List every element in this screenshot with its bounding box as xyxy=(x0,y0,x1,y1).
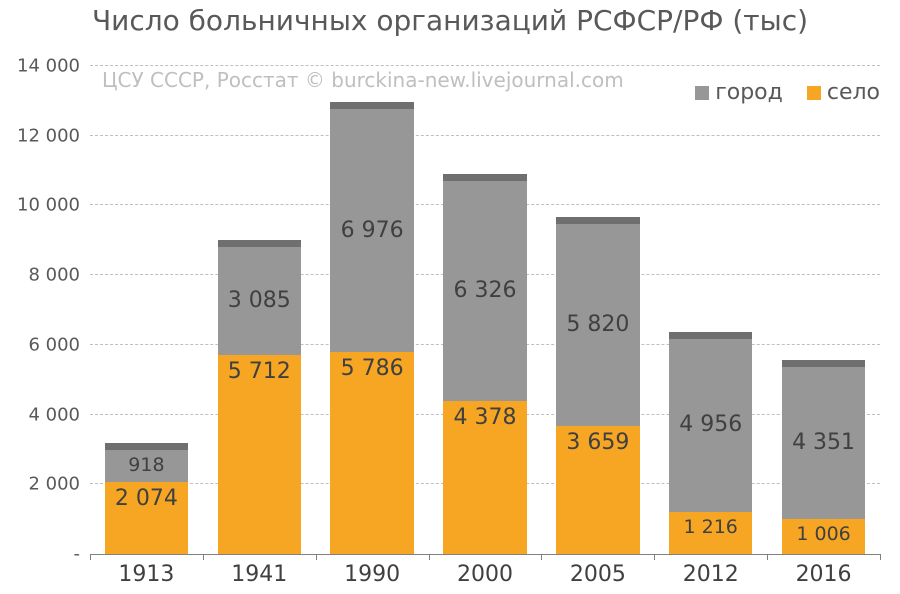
bar-segment-cap xyxy=(669,332,753,339)
chart-title: Число больничных организаций РСФСР/РФ (т… xyxy=(0,4,900,37)
bar-group: 1 006 4 351 xyxy=(782,360,866,554)
data-label-selo: 1 006 xyxy=(782,525,866,544)
y-tick-label: 10 000 xyxy=(17,195,90,216)
bar-segment-cap xyxy=(443,174,527,181)
data-label-selo: 3 659 xyxy=(556,432,640,454)
bar-segment-selo xyxy=(330,352,414,554)
legend-swatch xyxy=(807,86,821,100)
x-tick-label: 2000 xyxy=(429,554,542,587)
y-tick-label: 6 000 xyxy=(28,334,90,355)
x-tick-label: 2012 xyxy=(654,554,767,587)
y-tick-label: 8 000 xyxy=(28,265,90,286)
bar-segment-cap xyxy=(330,102,414,109)
legend-label: город xyxy=(715,80,783,105)
y-tick-label: - xyxy=(74,544,91,565)
y-tick-label: 2 000 xyxy=(28,474,90,495)
bar-group: 2 074 918 xyxy=(105,443,189,554)
data-label-gorod: 918 xyxy=(105,456,189,475)
bar-group: 5 712 3 085 xyxy=(218,240,302,554)
plot-area: -2 0004 0006 0008 00010 00012 00014 0002… xyxy=(90,66,880,555)
bar-segment-cap xyxy=(782,360,866,367)
bar-group: 5 786 6 976 xyxy=(330,102,414,554)
bar-segment-selo xyxy=(218,355,302,554)
x-tick-label: 1941 xyxy=(203,554,316,587)
legend: город село xyxy=(695,80,880,105)
bar-group: 4 378 6 326 xyxy=(443,174,527,554)
data-label-selo: 5 786 xyxy=(330,358,414,380)
chart-root: Число больничных организаций РСФСР/РФ (т… xyxy=(0,0,900,594)
data-label-gorod: 3 085 xyxy=(218,290,302,312)
x-tick-mark xyxy=(880,554,881,560)
data-label-gorod: 6 326 xyxy=(443,280,527,302)
bar-segment-cap xyxy=(218,240,302,247)
legend-label: село xyxy=(827,80,880,105)
bar-group: 3 659 5 820 xyxy=(556,217,640,554)
data-label-selo: 5 712 xyxy=(218,361,302,383)
bar-segment-cap xyxy=(556,217,640,224)
y-tick-label: 12 000 xyxy=(17,125,90,146)
x-tick-label: 1913 xyxy=(90,554,203,587)
bar-segment-cap xyxy=(105,443,189,450)
y-tick-label: 14 000 xyxy=(17,56,90,77)
grid-line xyxy=(90,135,880,136)
x-tick-label: 2005 xyxy=(541,554,654,587)
x-tick-label: 2016 xyxy=(767,554,880,587)
data-label-gorod: 4 351 xyxy=(782,432,866,454)
y-tick-label: 4 000 xyxy=(28,404,90,425)
data-label-gorod: 5 820 xyxy=(556,314,640,336)
bar-group: 1 216 4 956 xyxy=(669,332,753,554)
x-tick-label: 1990 xyxy=(316,554,429,587)
legend-item: город xyxy=(695,80,783,105)
data-label-selo: 2 074 xyxy=(105,488,189,510)
legend-item: село xyxy=(807,80,880,105)
data-label-selo: 1 216 xyxy=(669,518,753,537)
data-label-gorod: 6 976 xyxy=(330,220,414,242)
legend-swatch xyxy=(695,86,709,100)
grid-line xyxy=(90,65,880,66)
data-label-selo: 4 378 xyxy=(443,407,527,429)
data-label-gorod: 4 956 xyxy=(669,414,753,436)
